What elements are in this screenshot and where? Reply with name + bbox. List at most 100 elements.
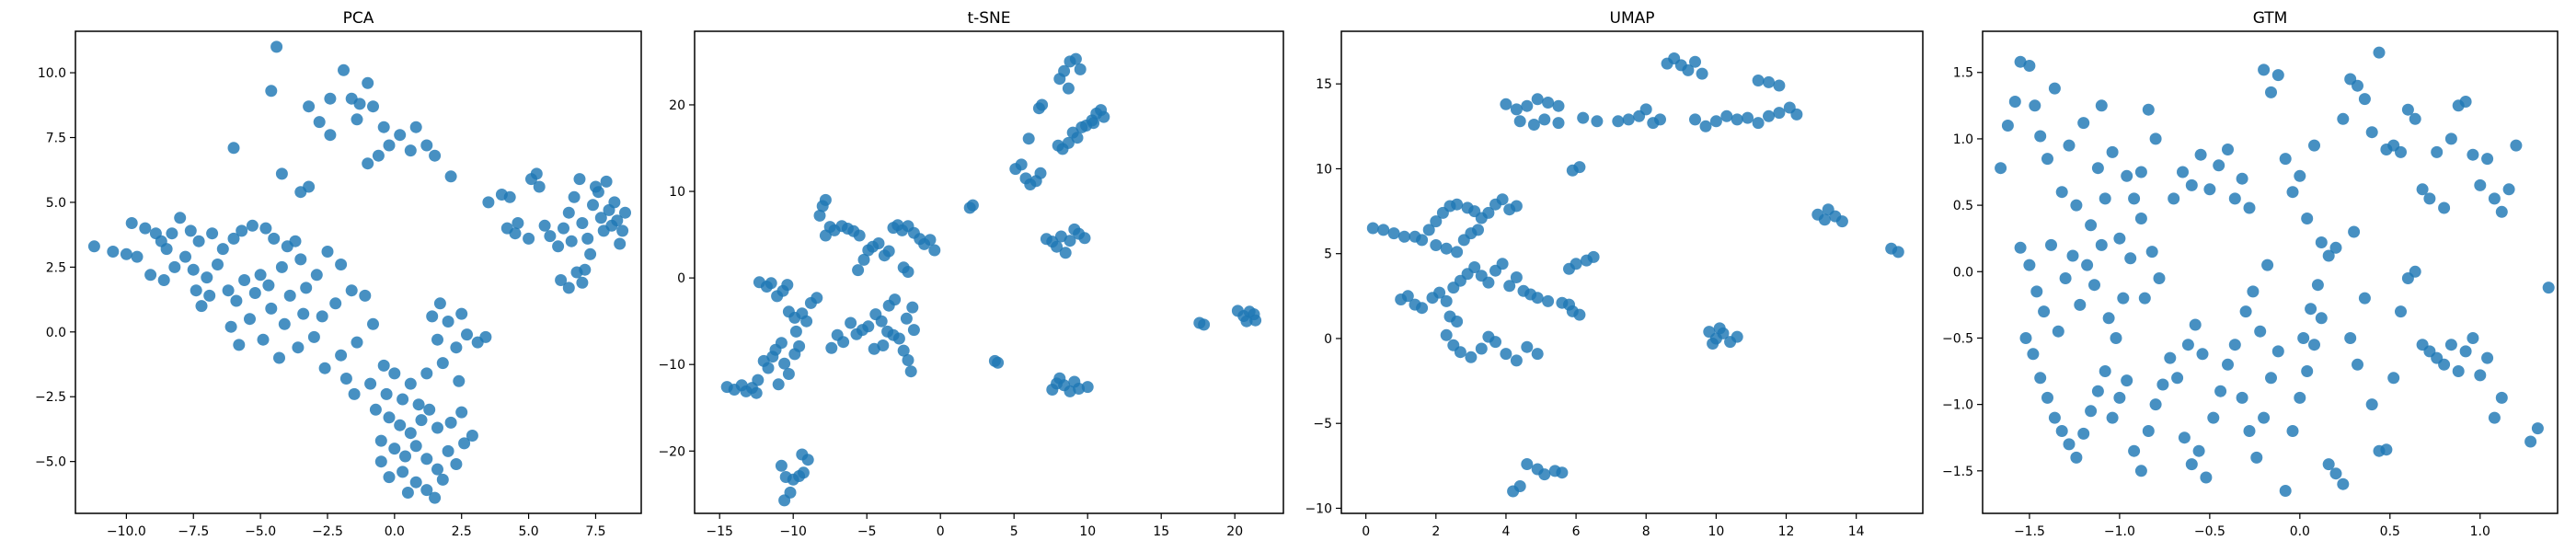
data-point	[1422, 224, 1435, 236]
data-point	[853, 229, 866, 242]
y-tick-label: 10.0	[38, 66, 66, 81]
data-point	[1489, 336, 1501, 349]
data-point	[420, 453, 433, 466]
data-point	[1454, 346, 1466, 359]
panel-gtm: −1.5 −1.0 −0.5 0.0 0.5 1.0 −1.5 −1.0 −0.5 0.0 0.5 1…	[1942, 9, 2559, 539]
data-point	[1818, 213, 1831, 226]
data-point	[2085, 219, 2098, 232]
data-point	[275, 260, 288, 273]
y-tick-label: −2.5	[35, 390, 66, 405]
data-point	[1022, 132, 1035, 145]
data-point	[902, 266, 914, 278]
data-point	[750, 386, 763, 399]
data-point	[423, 403, 436, 416]
chart-title: GTM	[2253, 9, 2288, 28]
data-point	[351, 113, 363, 126]
x-tick-label: 20	[1226, 524, 1243, 539]
data-point	[1542, 97, 1555, 109]
data-point	[2001, 120, 2014, 132]
data-point	[107, 246, 120, 258]
data-point	[201, 271, 213, 284]
data-point	[324, 92, 337, 105]
data-point	[2149, 132, 2162, 145]
data-point	[203, 289, 216, 302]
data-point	[394, 129, 407, 142]
data-point	[2106, 145, 2119, 158]
y-tick-label: −0.5	[1942, 331, 1973, 346]
data-point	[1500, 348, 1512, 361]
data-point	[616, 224, 629, 237]
data-point	[246, 219, 259, 232]
data-point	[307, 330, 320, 343]
data-point	[2467, 148, 2479, 161]
data-point	[1510, 271, 1523, 283]
data-point	[431, 421, 443, 434]
data-point	[359, 289, 372, 302]
data-point	[775, 459, 788, 472]
data-point	[2531, 422, 2544, 435]
data-point	[2387, 372, 2400, 385]
data-point	[533, 180, 546, 193]
data-point	[1720, 109, 1733, 122]
data-point	[377, 359, 390, 372]
data-point	[2181, 339, 2194, 351]
data-point	[1591, 115, 1604, 128]
data-point	[453, 374, 466, 387]
data-point	[367, 100, 379, 113]
data-point	[429, 149, 442, 162]
data-point	[2311, 279, 2324, 292]
data-point	[2095, 238, 2108, 251]
data-point	[2106, 411, 2119, 424]
data-point	[2134, 166, 2147, 178]
data-point	[1451, 198, 1464, 211]
data-point	[2258, 63, 2271, 76]
data-point	[2121, 169, 2133, 182]
data-point	[2236, 391, 2248, 404]
data-point	[294, 186, 307, 199]
scatter-points-gtm	[1995, 46, 2555, 497]
data-point	[2243, 425, 2256, 437]
data-point	[897, 344, 910, 357]
data-point	[120, 247, 132, 260]
x-tick-label: 5.0	[518, 524, 538, 539]
data-point	[1416, 302, 1429, 315]
panel-umap: 0 2 4 6 8 10 12 14 −10 −5 0 5 10 15 UMAP	[1305, 9, 1924, 539]
data-point	[1521, 458, 1534, 470]
data-point	[924, 234, 937, 247]
data-point	[364, 377, 377, 390]
data-point	[310, 269, 323, 282]
data-point	[573, 173, 586, 186]
data-point	[614, 237, 627, 250]
data-point	[195, 300, 208, 313]
data-point	[2352, 358, 2363, 371]
data-point	[248, 287, 261, 299]
data-point	[1531, 292, 1544, 305]
data-point	[257, 333, 270, 346]
data-point	[1612, 115, 1625, 128]
data-point	[882, 245, 895, 258]
chart-title: UMAP	[1610, 9, 1655, 28]
data-point	[2308, 339, 2320, 351]
data-point	[401, 487, 414, 499]
x-tick-label: −15	[706, 524, 733, 539]
data-point	[2171, 372, 2184, 385]
y-tick-label: 2.5	[46, 260, 66, 275]
data-point	[2081, 259, 2094, 271]
data-point	[265, 302, 278, 315]
data-point	[562, 206, 575, 219]
data-point	[782, 368, 795, 380]
data-point	[374, 434, 387, 447]
data-point	[837, 336, 850, 349]
data-point	[2085, 405, 2098, 418]
data-point	[2236, 172, 2248, 185]
data-point	[2416, 183, 2429, 196]
data-point	[353, 98, 366, 110]
y-tick-label: 5.0	[46, 196, 66, 211]
data-point	[2510, 139, 2523, 152]
x-tick-label: −5	[857, 524, 877, 539]
data-point	[1051, 240, 1064, 253]
data-point	[404, 377, 417, 390]
data-point	[1538, 113, 1551, 126]
data-point	[409, 476, 422, 489]
data-point	[2395, 305, 2407, 318]
